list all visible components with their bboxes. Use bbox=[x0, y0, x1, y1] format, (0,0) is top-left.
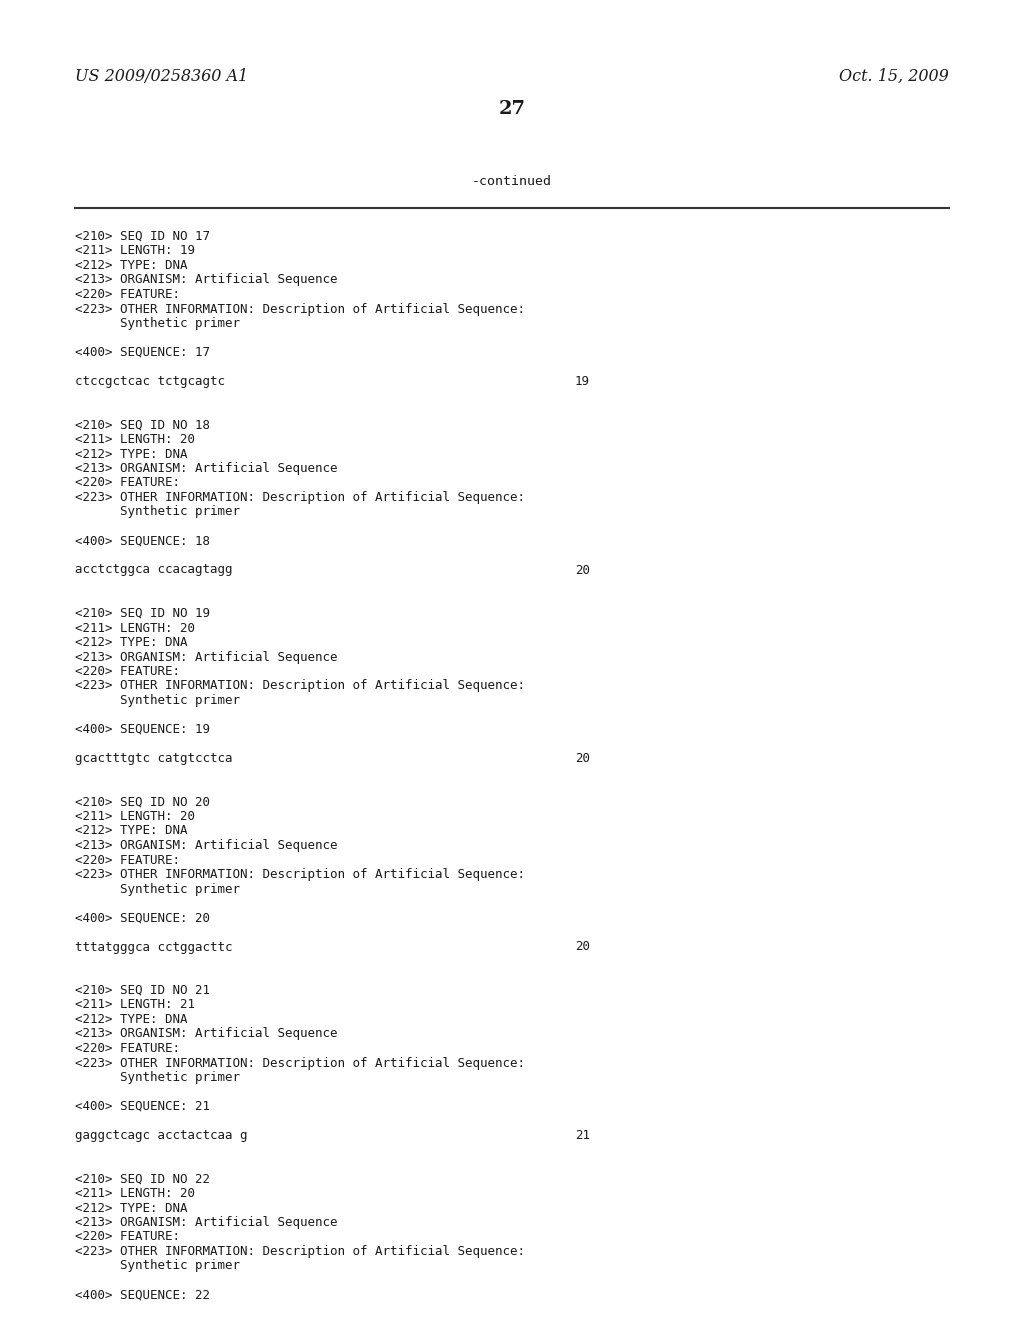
Text: Synthetic primer: Synthetic primer bbox=[75, 883, 240, 895]
Text: <223> OTHER INFORMATION: Description of Artificial Sequence:: <223> OTHER INFORMATION: Description of … bbox=[75, 1245, 525, 1258]
Text: <210> SEQ ID NO 20: <210> SEQ ID NO 20 bbox=[75, 796, 210, 808]
Text: -continued: -continued bbox=[472, 176, 552, 187]
Text: <210> SEQ ID NO 17: <210> SEQ ID NO 17 bbox=[75, 230, 210, 243]
Text: <223> OTHER INFORMATION: Description of Artificial Sequence:: <223> OTHER INFORMATION: Description of … bbox=[75, 869, 525, 880]
Text: <210> SEQ ID NO 18: <210> SEQ ID NO 18 bbox=[75, 418, 210, 432]
Text: <400> SEQUENCE: 22: <400> SEQUENCE: 22 bbox=[75, 1288, 210, 1302]
Text: <210> SEQ ID NO 22: <210> SEQ ID NO 22 bbox=[75, 1172, 210, 1185]
Text: <223> OTHER INFORMATION: Description of Artificial Sequence:: <223> OTHER INFORMATION: Description of … bbox=[75, 680, 525, 693]
Text: <211> LENGTH: 20: <211> LENGTH: 20 bbox=[75, 1187, 195, 1200]
Text: 20: 20 bbox=[575, 564, 590, 577]
Text: gcactttgtc catgtcctca: gcactttgtc catgtcctca bbox=[75, 752, 232, 766]
Text: <211> LENGTH: 19: <211> LENGTH: 19 bbox=[75, 244, 195, 257]
Text: <400> SEQUENCE: 19: <400> SEQUENCE: 19 bbox=[75, 723, 210, 737]
Text: <220> FEATURE:: <220> FEATURE: bbox=[75, 854, 180, 866]
Text: <213> ORGANISM: Artificial Sequence: <213> ORGANISM: Artificial Sequence bbox=[75, 462, 338, 475]
Text: <220> FEATURE:: <220> FEATURE: bbox=[75, 665, 180, 678]
Text: <212> TYPE: DNA: <212> TYPE: DNA bbox=[75, 1201, 187, 1214]
Text: Synthetic primer: Synthetic primer bbox=[75, 1071, 240, 1084]
Text: 27: 27 bbox=[499, 100, 525, 117]
Text: <211> LENGTH: 20: <211> LENGTH: 20 bbox=[75, 622, 195, 635]
Text: <212> TYPE: DNA: <212> TYPE: DNA bbox=[75, 825, 187, 837]
Text: <223> OTHER INFORMATION: Description of Artificial Sequence:: <223> OTHER INFORMATION: Description of … bbox=[75, 302, 525, 315]
Text: tttatgggca cctggacttc: tttatgggca cctggacttc bbox=[75, 940, 232, 953]
Text: <212> TYPE: DNA: <212> TYPE: DNA bbox=[75, 259, 187, 272]
Text: Synthetic primer: Synthetic primer bbox=[75, 1259, 240, 1272]
Text: 20: 20 bbox=[575, 940, 590, 953]
Text: <220> FEATURE:: <220> FEATURE: bbox=[75, 288, 180, 301]
Text: gaggctcagc acctactcaa g: gaggctcagc acctactcaa g bbox=[75, 1129, 248, 1142]
Text: Oct. 15, 2009: Oct. 15, 2009 bbox=[840, 69, 949, 84]
Text: <400> SEQUENCE: 18: <400> SEQUENCE: 18 bbox=[75, 535, 210, 548]
Text: Synthetic primer: Synthetic primer bbox=[75, 317, 240, 330]
Text: <400> SEQUENCE: 17: <400> SEQUENCE: 17 bbox=[75, 346, 210, 359]
Text: <223> OTHER INFORMATION: Description of Artificial Sequence:: <223> OTHER INFORMATION: Description of … bbox=[75, 1056, 525, 1069]
Text: <400> SEQUENCE: 21: <400> SEQUENCE: 21 bbox=[75, 1100, 210, 1113]
Text: <211> LENGTH: 20: <211> LENGTH: 20 bbox=[75, 810, 195, 822]
Text: <213> ORGANISM: Artificial Sequence: <213> ORGANISM: Artificial Sequence bbox=[75, 273, 338, 286]
Text: <220> FEATURE:: <220> FEATURE: bbox=[75, 1041, 180, 1055]
Text: <210> SEQ ID NO 21: <210> SEQ ID NO 21 bbox=[75, 983, 210, 997]
Text: Synthetic primer: Synthetic primer bbox=[75, 694, 240, 708]
Text: 19: 19 bbox=[575, 375, 590, 388]
Text: <213> ORGANISM: Artificial Sequence: <213> ORGANISM: Artificial Sequence bbox=[75, 651, 338, 664]
Text: <212> TYPE: DNA: <212> TYPE: DNA bbox=[75, 1012, 187, 1026]
Text: <210> SEQ ID NO 19: <210> SEQ ID NO 19 bbox=[75, 607, 210, 620]
Text: <223> OTHER INFORMATION: Description of Artificial Sequence:: <223> OTHER INFORMATION: Description of … bbox=[75, 491, 525, 504]
Text: Synthetic primer: Synthetic primer bbox=[75, 506, 240, 519]
Text: <211> LENGTH: 21: <211> LENGTH: 21 bbox=[75, 998, 195, 1011]
Text: <211> LENGTH: 20: <211> LENGTH: 20 bbox=[75, 433, 195, 446]
Text: US 2009/0258360 A1: US 2009/0258360 A1 bbox=[75, 69, 248, 84]
Text: <220> FEATURE:: <220> FEATURE: bbox=[75, 477, 180, 490]
Text: acctctggca ccacagtagg: acctctggca ccacagtagg bbox=[75, 564, 232, 577]
Text: 21: 21 bbox=[575, 1129, 590, 1142]
Text: <212> TYPE: DNA: <212> TYPE: DNA bbox=[75, 447, 187, 461]
Text: <213> ORGANISM: Artificial Sequence: <213> ORGANISM: Artificial Sequence bbox=[75, 840, 338, 851]
Text: <212> TYPE: DNA: <212> TYPE: DNA bbox=[75, 636, 187, 649]
Text: <220> FEATURE:: <220> FEATURE: bbox=[75, 1230, 180, 1243]
Text: ctccgctcac tctgcagtc: ctccgctcac tctgcagtc bbox=[75, 375, 225, 388]
Text: <400> SEQUENCE: 20: <400> SEQUENCE: 20 bbox=[75, 912, 210, 924]
Text: <213> ORGANISM: Artificial Sequence: <213> ORGANISM: Artificial Sequence bbox=[75, 1027, 338, 1040]
Text: <213> ORGANISM: Artificial Sequence: <213> ORGANISM: Artificial Sequence bbox=[75, 1216, 338, 1229]
Text: 20: 20 bbox=[575, 752, 590, 766]
